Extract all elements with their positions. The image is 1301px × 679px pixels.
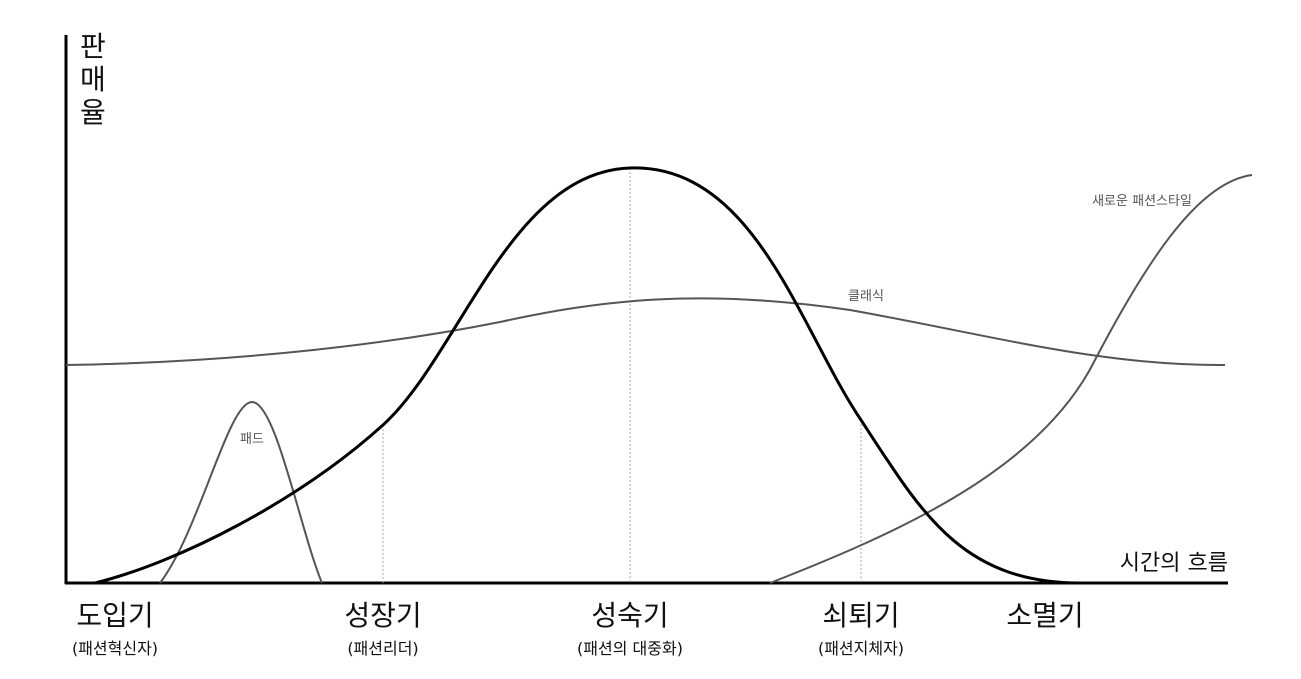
x-axis-label: 시간의 흐름 <box>1120 551 1228 576</box>
stage-label: 도입기 <box>76 599 153 632</box>
classic-curve <box>65 297 1226 367</box>
stage-sublabel: (패션혁신자) <box>72 639 158 658</box>
curve-label: 새로운 패션스타일 <box>1092 194 1192 209</box>
stage-label: 소멸기 <box>1006 599 1083 632</box>
stage-sublabel: (패션리더) <box>347 639 418 658</box>
stage-label: 쇠퇴기 <box>822 599 899 632</box>
new-style-curve <box>769 174 1253 584</box>
stage-sublabel: (패션의 대중화) <box>577 639 683 658</box>
y-axis-label: 판매율 <box>80 30 106 129</box>
curve-label: 패드 <box>240 432 264 447</box>
stage-sublabel: (패션지체자) <box>818 639 904 658</box>
curve-label: 클래식 <box>848 289 884 304</box>
stage-label: 성숙기 <box>591 599 668 632</box>
stage-dividers <box>382 168 862 583</box>
fad-curve <box>159 400 323 584</box>
main-curve <box>94 166 1081 585</box>
stage-label: 성장기 <box>344 599 421 632</box>
